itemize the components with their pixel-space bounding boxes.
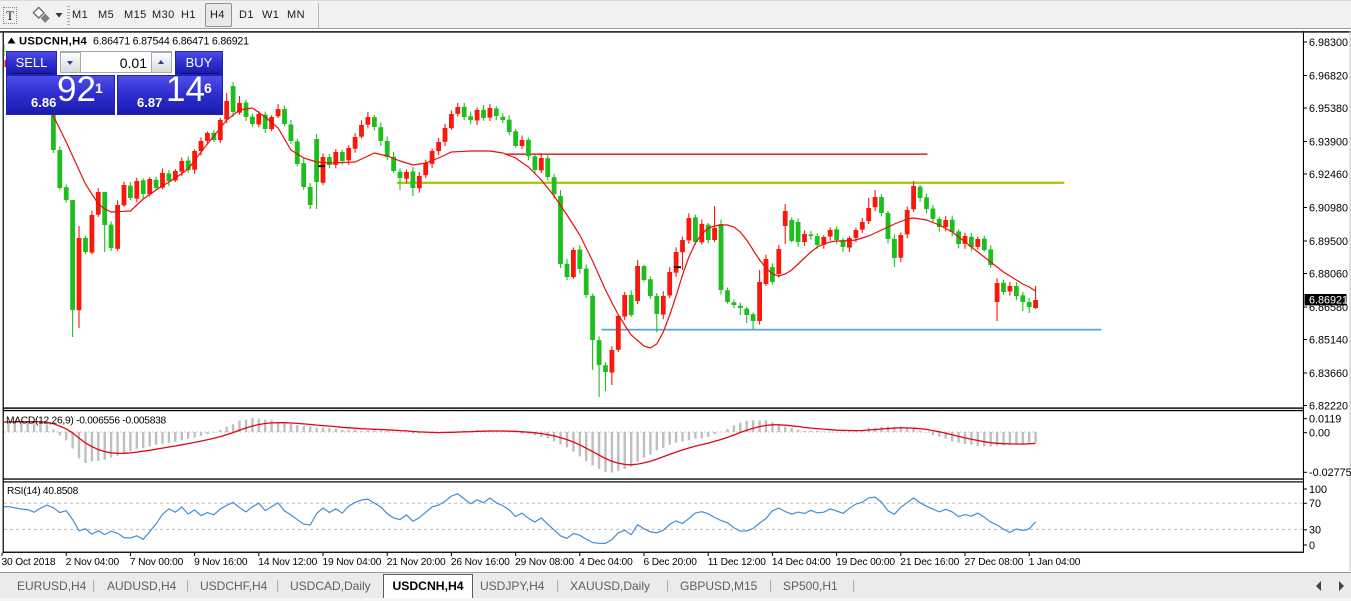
svg-text:21 Nov 20:00: 21 Nov 20:00 <box>387 557 446 568</box>
svg-text:9 Nov 16:00: 9 Nov 16:00 <box>194 557 248 568</box>
svg-text:11 Dec 12:00: 11 Dec 12:00 <box>708 557 767 568</box>
svg-text:14 Dec 04:00: 14 Dec 04:00 <box>772 557 831 568</box>
svg-text:4 Dec 04:00: 4 Dec 04:00 <box>579 557 633 568</box>
svg-text:1 Jan 04:00: 1 Jan 04:00 <box>1029 557 1081 568</box>
svg-text:6.89500: 6.89500 <box>1309 236 1348 248</box>
svg-text:6.85140: 6.85140 <box>1309 334 1348 346</box>
svg-text:6.96820: 6.96820 <box>1309 70 1348 82</box>
svg-text:-0.027754: -0.027754 <box>1309 467 1351 479</box>
svg-text:6.83660: 6.83660 <box>1309 368 1348 380</box>
svg-text:6.98300: 6.98300 <box>1309 37 1348 49</box>
svg-text:19 Nov 04:00: 19 Nov 04:00 <box>323 557 382 568</box>
svg-text:6 Dec 20:00: 6 Dec 20:00 <box>644 557 698 568</box>
svg-text:6.86921: 6.86921 <box>1309 295 1348 307</box>
svg-text:6.90980: 6.90980 <box>1309 202 1348 214</box>
svg-text:26 Nov 16:00: 26 Nov 16:00 <box>451 557 510 568</box>
svg-text:6.82220: 6.82220 <box>1309 400 1348 412</box>
svg-text:RSI(14) 40.8508: RSI(14) 40.8508 <box>7 486 79 497</box>
svg-text:6.95380: 6.95380 <box>1309 103 1348 115</box>
svg-text:6.93900: 6.93900 <box>1309 136 1348 148</box>
svg-text:30 Oct 2018: 30 Oct 2018 <box>2 557 56 568</box>
svg-text:7 Nov 00:00: 7 Nov 00:00 <box>130 557 184 568</box>
svg-text:6.92460: 6.92460 <box>1309 169 1348 181</box>
svg-text:70: 70 <box>1309 498 1321 510</box>
svg-text:2 Nov 04:00: 2 Nov 04:00 <box>66 557 120 568</box>
svg-text:14 Nov 12:00: 14 Nov 12:00 <box>258 557 317 568</box>
svg-text:MACD(12,26,9) -0.006556 -0.005: MACD(12,26,9) -0.006556 -0.005838 <box>6 415 167 426</box>
svg-text:19 Dec 00:00: 19 Dec 00:00 <box>836 557 895 568</box>
svg-text:21 Dec 16:00: 21 Dec 16:00 <box>900 557 959 568</box>
svg-text:0: 0 <box>1309 540 1315 552</box>
svg-text:30: 30 <box>1309 525 1321 537</box>
svg-text:29 Nov 08:00: 29 Nov 08:00 <box>515 557 574 568</box>
svg-text:100: 100 <box>1309 484 1327 496</box>
svg-text:6.88060: 6.88060 <box>1309 268 1348 280</box>
svg-text:USDCNH,H4: USDCNH,H4 <box>19 36 87 48</box>
svg-text:27 Dec 08:00: 27 Dec 08:00 <box>965 557 1024 568</box>
svg-text:0.00: 0.00 <box>1309 428 1330 440</box>
svg-text:6.86471 6.87544 6.86471 6.8692: 6.86471 6.87544 6.86471 6.86921 <box>93 36 249 48</box>
svg-text:0.0119: 0.0119 <box>1309 414 1341 426</box>
